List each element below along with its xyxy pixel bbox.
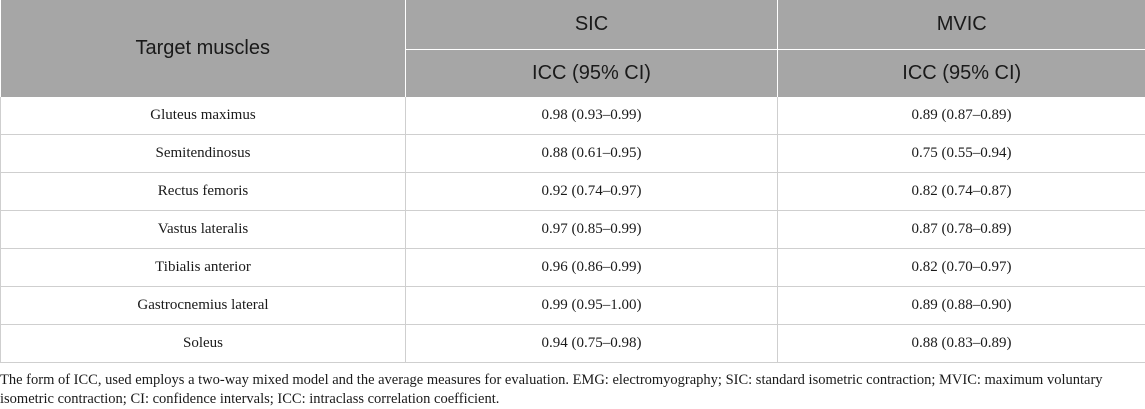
header-group-mvic: MVIC [777, 0, 1145, 50]
muscle-cell: Gastrocnemius lateral [0, 286, 406, 325]
table-row: Gluteus maximus 0.98 (0.93–0.99) 0.89 (0… [0, 97, 1145, 135]
mvic-icc-cell: 0.82 (0.74–0.87) [777, 172, 1145, 211]
header-sic-icc: ICC (95% CI) [405, 49, 778, 97]
table-row: Rectus femoris 0.92 (0.74–0.97) 0.82 (0.… [0, 172, 1145, 211]
table-row: Semitendinosus 0.88 (0.61–0.95) 0.75 (0.… [0, 134, 1145, 173]
mvic-icc-cell: 0.89 (0.88–0.90) [777, 286, 1145, 325]
mvic-icc-cell: 0.87 (0.78–0.89) [777, 210, 1145, 249]
header-row-groups: Target muscles SIC MVIC [0, 0, 1145, 97]
header-target-muscles: Target muscles [0, 0, 406, 97]
sic-icc-cell: 0.99 (0.95–1.00) [405, 286, 778, 325]
muscle-cell: Vastus lateralis [0, 210, 406, 249]
muscle-cell: Tibialis anterior [0, 248, 406, 287]
header-mvic-icc: ICC (95% CI) [777, 49, 1145, 97]
mvic-icc-cell: 0.89 (0.87–0.89) [777, 97, 1145, 135]
mvic-icc-cell: 0.75 (0.55–0.94) [777, 134, 1145, 173]
table-row: Tibialis anterior 0.96 (0.86–0.99) 0.82 … [0, 248, 1145, 287]
muscle-cell: Semitendinosus [0, 134, 406, 173]
sic-icc-cell: 0.96 (0.86–0.99) [405, 248, 778, 287]
sic-icc-cell: 0.97 (0.85–0.99) [405, 210, 778, 249]
header-row-sub: ICC (95% CI) ICC (95% CI) [1, 49, 1145, 97]
header-group-sic: SIC [405, 0, 778, 50]
table-row: Gastrocnemius lateral 0.99 (0.95–1.00) 0… [0, 286, 1145, 325]
table-header: Target muscles SIC MVIC ICC (95% CI) ICC… [0, 0, 1145, 97]
mvic-icc-cell: 0.82 (0.70–0.97) [777, 248, 1145, 287]
icc-table: Target muscles SIC MVIC ICC (95% CI) ICC… [0, 0, 1145, 363]
muscle-cell: Rectus femoris [0, 172, 406, 211]
table-footnote: The form of ICC, used employs a two-way … [0, 372, 1103, 407]
table-body: Gluteus maximus 0.98 (0.93–0.99) 0.89 (0… [0, 97, 1145, 363]
sic-icc-cell: 0.94 (0.75–0.98) [405, 324, 778, 363]
sic-icc-cell: 0.92 (0.74–0.97) [405, 172, 778, 211]
table-row: Vastus lateralis 0.97 (0.85–0.99) 0.87 (… [0, 210, 1145, 249]
table-row: Soleus 0.94 (0.75–0.98) 0.88 (0.83–0.89) [0, 324, 1145, 363]
mvic-icc-cell: 0.88 (0.83–0.89) [777, 324, 1145, 363]
sic-icc-cell: 0.88 (0.61–0.95) [405, 134, 778, 173]
sic-icc-cell: 0.98 (0.93–0.99) [405, 97, 778, 135]
muscle-cell: Soleus [0, 324, 406, 363]
muscle-cell: Gluteus maximus [0, 97, 406, 135]
